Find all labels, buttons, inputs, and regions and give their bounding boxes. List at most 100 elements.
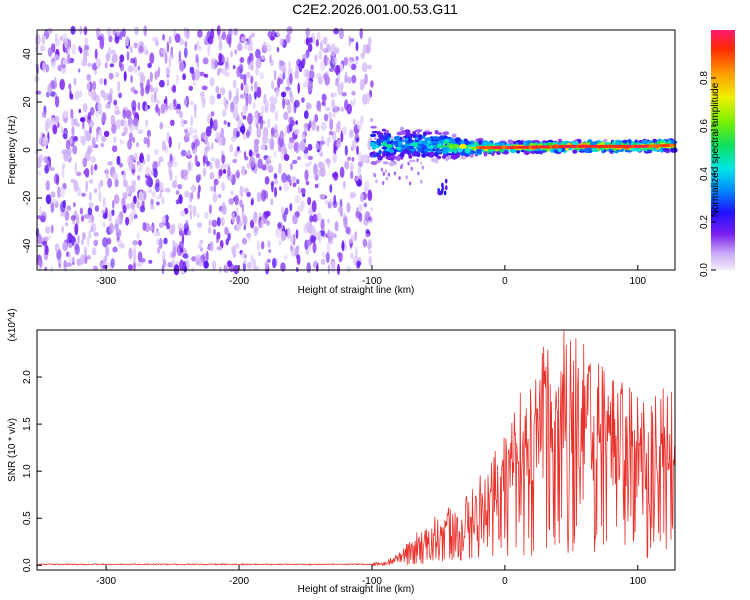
noise-speckle [308, 120, 312, 129]
signal-band-cell [621, 139, 628, 144]
noise-speckle [416, 158, 419, 163]
noise-speckle [296, 179, 300, 185]
noise-speckle [194, 68, 201, 81]
noise-speckle [350, 63, 357, 71]
noise-speckle [111, 145, 118, 153]
noise-speckle [346, 103, 353, 115]
noise-speckle [310, 64, 314, 71]
y-tick-label: 1.0 [22, 464, 33, 478]
noise-speckle [328, 130, 334, 136]
noise-speckle [168, 102, 173, 111]
noise-speckle [133, 214, 138, 219]
noise-speckle [305, 248, 309, 255]
noise-speckle [83, 26, 88, 36]
noise-speckle [355, 137, 360, 142]
noise-speckle [130, 201, 135, 210]
noise-speckle [213, 228, 216, 236]
signal-band-cell [441, 150, 448, 155]
noise-speckle [305, 180, 310, 186]
noise-speckle [201, 85, 208, 91]
noise-speckle [187, 149, 191, 158]
noise-speckle [133, 252, 137, 264]
noise-speckle [236, 66, 242, 78]
noise-speckle [281, 206, 285, 215]
noise-speckle [267, 30, 273, 38]
noise-speckle [142, 159, 146, 165]
noise-speckle [297, 82, 301, 94]
noise-speckle [159, 190, 162, 198]
y-tick-label: 0.0 [22, 558, 33, 572]
signal-band-cell [442, 147, 449, 151]
noise-speckle [84, 246, 87, 258]
noise-speckle [172, 161, 178, 167]
noise-speckle [385, 176, 389, 181]
signal-band-cell [404, 137, 409, 142]
noise-speckle [351, 140, 357, 151]
noise-speckle [48, 235, 51, 240]
noise-speckle [247, 45, 254, 52]
noise-speckle [109, 63, 115, 68]
noise-speckle [123, 126, 129, 135]
noise-speckle [261, 241, 265, 250]
noise-speckle [102, 196, 106, 208]
noise-speckle [313, 163, 318, 176]
noise-speckle [229, 144, 234, 153]
noise-speckle [54, 96, 60, 108]
noise-speckle [358, 204, 363, 212]
noise-speckle [301, 97, 305, 103]
signal-band-cell [437, 190, 440, 195]
signal-band-cell [459, 149, 463, 153]
noise-speckle [35, 90, 42, 95]
noise-speckle [318, 107, 322, 113]
noise-speckle [289, 90, 293, 98]
noise-speckle [110, 49, 116, 55]
noise-speckle [305, 162, 311, 168]
noise-speckle [83, 169, 89, 175]
noise-speckle [320, 122, 327, 131]
noise-speckle [90, 164, 94, 176]
noise-speckle [268, 249, 272, 253]
noise-speckle [283, 154, 290, 161]
noise-speckle [215, 85, 220, 94]
noise-speckle [241, 237, 248, 245]
noise-speckle [147, 62, 152, 69]
noise-speckle [128, 124, 135, 132]
noise-speckle [308, 37, 313, 44]
noise-speckle [288, 61, 291, 69]
noise-speckle [220, 217, 225, 227]
noise-speckle [189, 208, 193, 221]
noise-speckle [87, 145, 93, 154]
noise-speckle [75, 122, 81, 127]
noise-speckle [272, 257, 277, 269]
noise-speckle [158, 79, 165, 88]
noise-speckle [82, 119, 85, 130]
noise-speckle [40, 45, 46, 52]
noise-speckle [359, 78, 366, 88]
noise-speckle [138, 239, 142, 246]
noise-speckle [199, 239, 204, 244]
noise-speckle [167, 262, 173, 268]
noise-speckle [214, 118, 218, 128]
signal-band-cell [371, 147, 376, 150]
noise-speckle [182, 169, 189, 177]
noise-speckle [285, 33, 291, 44]
noise-speckle [133, 64, 138, 74]
noise-speckle [182, 73, 187, 81]
noise-speckle [231, 211, 236, 224]
noise-speckle [136, 232, 140, 240]
noise-speckle [95, 27, 101, 38]
noise-speckle [78, 90, 83, 98]
signal-band-cell [423, 148, 431, 152]
noise-speckle [267, 240, 271, 248]
noise-speckle [136, 200, 140, 209]
noise-speckle [298, 186, 301, 194]
noise-speckle [126, 185, 131, 194]
noise-speckle [40, 215, 46, 223]
noise-speckle [255, 58, 262, 69]
noise-speckle [131, 168, 135, 174]
signal-band-cell [388, 161, 395, 167]
noise-speckle [83, 51, 90, 57]
noise-speckle [193, 103, 197, 112]
noise-speckle [269, 101, 276, 114]
noise-speckle [152, 87, 159, 93]
